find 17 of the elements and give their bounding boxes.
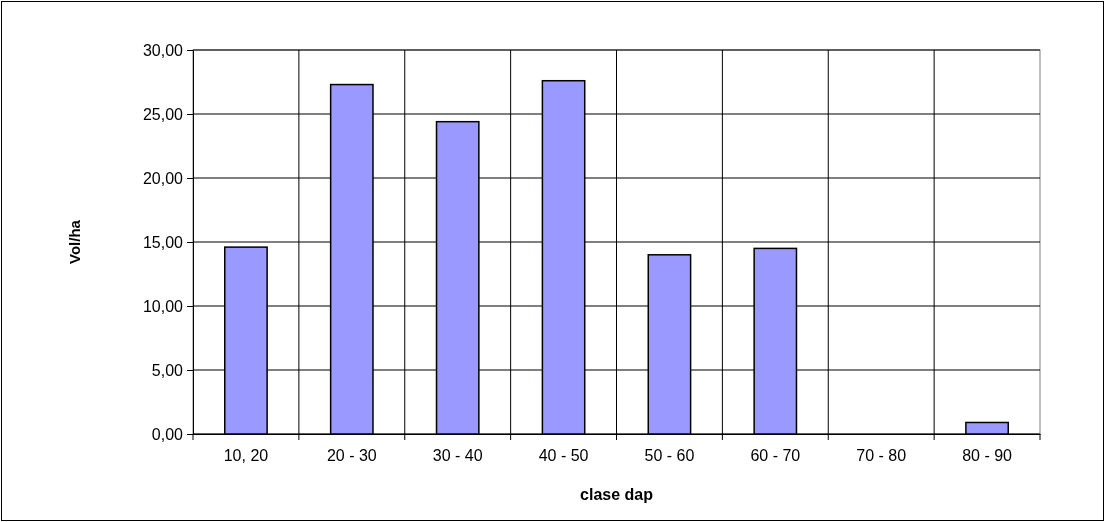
y-tick-label: 20,00 — [142, 169, 184, 187]
y-tick-label: 0,00 — [151, 425, 184, 443]
x-tick-label: 20 - 30 — [326, 447, 377, 465]
x-axis-title: clase dap — [580, 486, 654, 503]
y-tick-label: 5,00 — [151, 361, 184, 379]
y-tick-label: 30,00 — [142, 41, 184, 59]
x-tick-label: 70 - 80 — [856, 447, 907, 465]
x-tick-label: 10, 20 — [223, 447, 269, 465]
y-axis-title: Vol/ha — [66, 219, 83, 264]
x-tick-label: 60 - 70 — [750, 447, 801, 465]
x-tick-label: 80 - 90 — [962, 447, 1013, 465]
x-tick-label: 40 - 50 — [538, 447, 589, 465]
y-tick-label: 15,00 — [142, 233, 184, 251]
x-tick-label: 30 - 40 — [432, 447, 483, 465]
x-tick-label: 50 - 60 — [644, 447, 695, 465]
y-tick-label: 25,00 — [142, 105, 184, 123]
y-tick-label: 10,00 — [142, 297, 184, 315]
